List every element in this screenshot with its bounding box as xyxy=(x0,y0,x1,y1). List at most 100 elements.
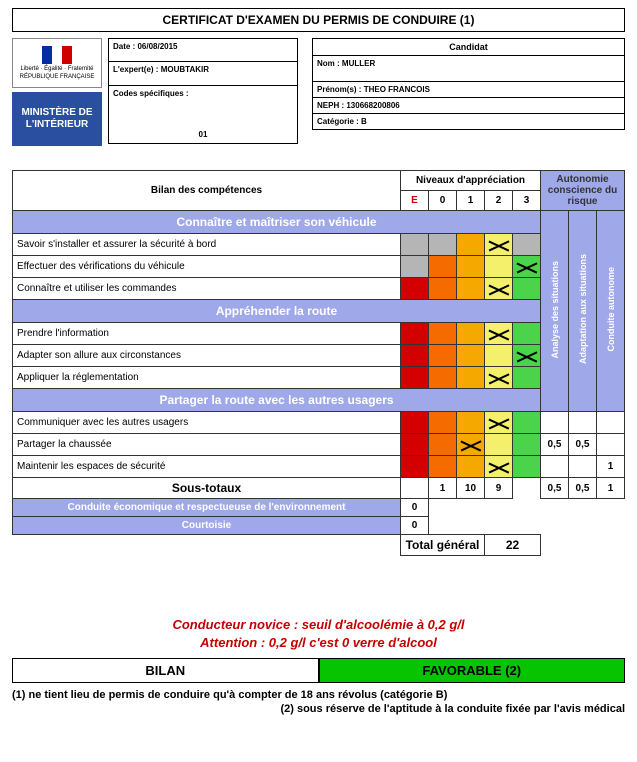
prenom-cell: Prénom(s) : THEO FRANCOIS xyxy=(312,82,625,98)
criteria-row: Effectuer des vérifications du véhicule xyxy=(13,256,625,278)
level-cell xyxy=(429,412,457,434)
level-cell xyxy=(401,234,429,256)
extra-value: 0 xyxy=(401,499,429,517)
level-cell xyxy=(401,412,429,434)
level-cell xyxy=(485,234,513,256)
level-cell xyxy=(513,367,541,389)
result-row: BILAN FAVORABLE (2) xyxy=(12,658,625,683)
competences-table: Bilan des compétencesNiveaux d'appréciat… xyxy=(12,170,625,556)
level-cell xyxy=(401,323,429,345)
candidat-header: Candidat xyxy=(312,38,625,56)
level-cell xyxy=(485,367,513,389)
level-cell xyxy=(485,456,513,478)
subtotal-val: 1 xyxy=(429,478,457,499)
total-label: Total général xyxy=(401,535,485,556)
level-header-E: E xyxy=(401,191,429,211)
criteria-label: Appliquer la réglementation xyxy=(13,367,401,389)
level-header-0: 0 xyxy=(429,191,457,211)
level-cell xyxy=(457,434,485,456)
subtotaux-label: Sous-totaux xyxy=(13,478,401,499)
criteria-label: Effectuer des vérifications du véhicule xyxy=(13,256,401,278)
subtotal-auto: 0,5 xyxy=(541,478,569,499)
republique-logo: Liberté · Égalité · Fraternité RÉPUBLIQU… xyxy=(12,38,102,88)
criteria-row: Communiquer avec les autres usagers xyxy=(13,412,625,434)
section-title: Partager la route avec les autres usager… xyxy=(13,389,541,412)
auto-cell: 0,5 xyxy=(541,434,569,456)
level-cell xyxy=(429,256,457,278)
header-block: Liberté · Égalité · Fraternité RÉPUBLIQU… xyxy=(12,38,625,146)
codes-cell: Codes spécifiques : 01 xyxy=(108,86,298,144)
level-cell xyxy=(429,323,457,345)
criteria-label: Communiquer avec les autres usagers xyxy=(13,412,401,434)
extra-row: Courtoisie0 xyxy=(13,517,625,535)
criteria-label: Savoir s'installer et assurer la sécurit… xyxy=(13,234,401,256)
level-cell xyxy=(485,278,513,300)
criteria-row: Adapter son allure aux circonstances xyxy=(13,345,625,367)
criteria-row: Maintenir les espaces de sécurité 1 xyxy=(13,456,625,478)
expert-cell: L'expert(e) : MOUBTAKIR xyxy=(108,62,298,86)
level-cell xyxy=(457,367,485,389)
favorable-label: FAVORABLE (2) xyxy=(319,658,626,683)
level-cell xyxy=(457,456,485,478)
auto-cell: 1 xyxy=(597,456,625,478)
level-cell xyxy=(401,278,429,300)
bilan-label: BILAN xyxy=(12,658,319,683)
footnote-2: (2) sous réserve de l'aptitude à la cond… xyxy=(12,703,625,715)
criteria-label: Maintenir les espaces de sécurité xyxy=(13,456,401,478)
level-cell xyxy=(401,456,429,478)
auto-cell xyxy=(541,412,569,434)
criteria-row: Savoir s'installer et assurer la sécurit… xyxy=(13,234,625,256)
auto-header-0: Analyse des situations xyxy=(541,211,569,412)
auto-header-2: Conduite autonome xyxy=(597,211,625,412)
auto-cell xyxy=(569,456,597,478)
level-cell xyxy=(513,234,541,256)
criteria-label: Partager la chaussée xyxy=(13,434,401,456)
auto-cell xyxy=(597,412,625,434)
criteria-row: Prendre l'information xyxy=(13,323,625,345)
total-value: 22 xyxy=(485,535,541,556)
level-cell xyxy=(401,367,429,389)
french-flag-icon xyxy=(42,46,72,64)
level-cell xyxy=(485,345,513,367)
level-cell xyxy=(485,256,513,278)
level-cell xyxy=(513,256,541,278)
criteria-row: Appliquer la réglementation xyxy=(13,367,625,389)
extra-value: 0 xyxy=(401,517,429,535)
criteria-label: Connaître et utiliser les commandes xyxy=(13,278,401,300)
bilan-title: Bilan des compétences xyxy=(13,171,401,211)
level-cell xyxy=(485,434,513,456)
total-row: Total général22 xyxy=(13,535,625,556)
auto-cell: 0,5 xyxy=(569,434,597,456)
section-title: Appréhender la route xyxy=(13,300,541,323)
level-cell xyxy=(429,456,457,478)
criteria-label: Prendre l'information xyxy=(13,323,401,345)
level-header-3: 3 xyxy=(513,191,541,211)
nom-cell: Nom : MULLER xyxy=(312,56,625,82)
level-header-1: 1 xyxy=(457,191,485,211)
level-cell xyxy=(513,345,541,367)
level-cell xyxy=(401,434,429,456)
criteria-row: Connaître et utiliser les commandes xyxy=(13,278,625,300)
level-cell xyxy=(513,278,541,300)
footnote-1: (1) ne tient lieu de permis de conduire … xyxy=(12,689,625,701)
categorie-cell: Catégorie : B xyxy=(312,114,625,130)
extra-label: Conduite économique et respectueuse de l… xyxy=(13,499,401,517)
level-cell xyxy=(401,345,429,367)
autonomie-title: Autonomie conscience du risque xyxy=(541,171,625,211)
level-cell xyxy=(513,323,541,345)
subtotal-val: 9 xyxy=(485,478,513,499)
level-cell xyxy=(485,412,513,434)
auto-cell xyxy=(569,412,597,434)
criteria-label: Adapter son allure aux circonstances xyxy=(13,345,401,367)
level-cell xyxy=(429,345,457,367)
extra-label: Courtoisie xyxy=(13,517,401,535)
subtotal-val: 10 xyxy=(457,478,485,499)
level-cell xyxy=(457,234,485,256)
level-cell xyxy=(457,256,485,278)
date-cell: Date : 06/08/2015 xyxy=(108,38,298,62)
level-cell xyxy=(429,234,457,256)
level-cell xyxy=(485,323,513,345)
level-cell xyxy=(457,412,485,434)
footnotes: (1) ne tient lieu de permis de conduire … xyxy=(12,689,625,715)
level-cell xyxy=(513,412,541,434)
